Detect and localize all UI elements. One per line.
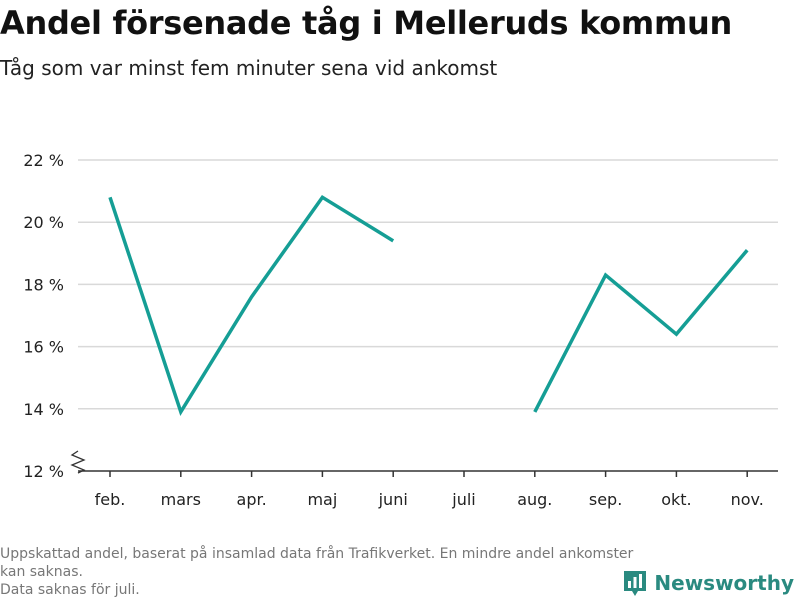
y-tick-label: 20 % xyxy=(23,213,64,232)
chart-title: Andel försenade tåg i Melleruds kommun xyxy=(0,4,732,42)
chart-subtitle: Tåg som var minst fem minuter sena vid a… xyxy=(0,56,498,80)
x-tick-label: juni xyxy=(378,490,408,509)
footnote-line-source: Uppskattad andel, baserat på insamlad da… xyxy=(0,546,634,580)
footnote-line-missing: Data saknas för juli. xyxy=(0,582,140,598)
x-tick-label: apr. xyxy=(237,490,267,509)
x-tick-label: mars xyxy=(161,490,201,509)
y-tick-label: 18 % xyxy=(23,275,64,294)
axis-break-mark xyxy=(70,450,86,474)
y-tick-label: 22 % xyxy=(23,151,64,170)
x-axis xyxy=(70,450,778,474)
series-line-segment xyxy=(108,194,395,417)
series-line-segment xyxy=(533,249,749,413)
x-tick-label: nov. xyxy=(731,490,764,509)
y-tick-label: 12 % xyxy=(23,462,64,481)
x-tick-label: sep. xyxy=(589,490,622,509)
y-tick-label: 14 % xyxy=(23,400,64,419)
y-tick-label: 16 % xyxy=(23,338,64,357)
x-tick-labels: feb. mars apr. maj juni juli aug. sep. okt. nov. xyxy=(95,471,764,509)
gridlines xyxy=(78,159,778,410)
x-tick-label: okt. xyxy=(661,490,691,509)
line-chart: 12 % 14 % 16 % 18 % 20 % 22 % feb. mars apr. maj… xyxy=(23,151,778,509)
brand-name: Newsworthy xyxy=(654,571,794,595)
bar-chart-logo-icon xyxy=(624,571,647,596)
footnote: Uppskattad andel, baserat på insamlad da… xyxy=(0,545,640,599)
y-tick-labels: 12 % 14 % 16 % 18 % 20 % 22 % xyxy=(23,151,64,481)
brand: Newsworthy xyxy=(622,568,794,598)
x-tick-label: feb. xyxy=(95,490,126,509)
x-tick-label: juli xyxy=(451,490,475,509)
x-tick-label: aug. xyxy=(517,490,552,509)
series-lines xyxy=(108,194,749,417)
x-tick-label: maj xyxy=(307,490,337,509)
